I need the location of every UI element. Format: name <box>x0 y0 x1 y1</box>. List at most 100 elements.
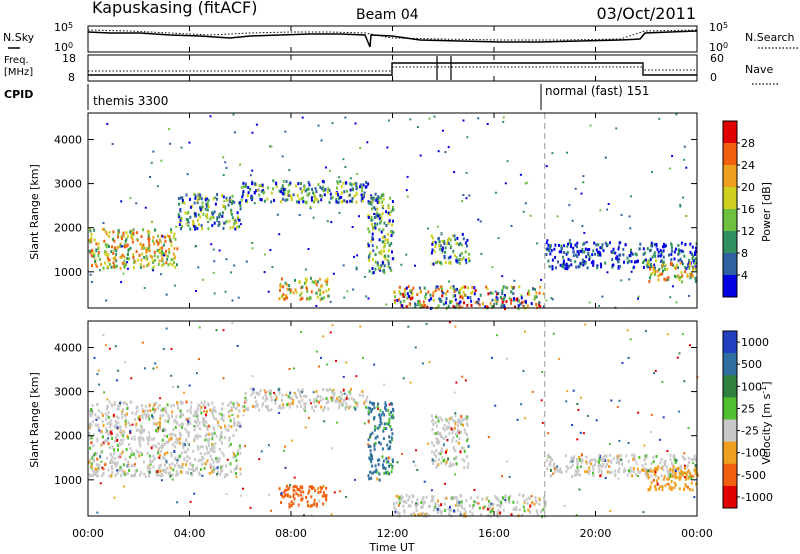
scatter-cell <box>222 453 225 457</box>
scatter-cell <box>464 510 467 514</box>
scatter-cell <box>454 422 457 426</box>
scatter-cell <box>327 187 330 191</box>
noise-cell <box>669 167 672 170</box>
scatter-cell <box>199 427 201 431</box>
scatter-cell <box>132 266 135 270</box>
noise-cell <box>658 117 661 120</box>
noise-cell <box>96 511 99 514</box>
scatter-cell <box>631 453 634 457</box>
scatter-cell <box>176 401 179 404</box>
noise-cell <box>105 299 108 302</box>
scatter-cell <box>545 458 548 462</box>
noise-cell <box>468 194 471 197</box>
scatter-cell <box>152 407 155 411</box>
noise-cell <box>201 474 204 477</box>
scatter-cell <box>538 497 541 501</box>
scatter-cell <box>320 284 323 288</box>
scatter-cell <box>164 253 167 257</box>
scatter-cell <box>685 474 688 478</box>
scatter-cell <box>538 291 541 295</box>
noise-cell <box>104 464 107 466</box>
scatter-cell <box>123 472 126 476</box>
scatter-cell <box>432 291 435 294</box>
scatter-cell <box>313 194 316 198</box>
scatter-cell <box>361 196 364 200</box>
noise-cell <box>415 449 418 452</box>
scatter-cell <box>91 474 94 478</box>
scatter-cell <box>601 243 604 247</box>
scatter-cell <box>139 440 142 444</box>
scatter-cell <box>664 463 666 467</box>
scatter-cell <box>163 434 166 438</box>
noise-cell <box>251 247 254 250</box>
scatter-cell <box>383 264 386 268</box>
scatter-cell <box>157 473 160 477</box>
scatter-cell <box>373 206 376 210</box>
scatter-cell <box>591 253 594 257</box>
scatter-cell <box>382 437 385 441</box>
scatter-cell <box>337 193 340 197</box>
scatter-cell <box>290 198 293 202</box>
noise-cell <box>120 200 123 203</box>
scatter-cell <box>385 404 388 408</box>
scatter-cell <box>193 224 196 228</box>
scatter-cell <box>156 470 159 474</box>
scatter-cell <box>393 301 396 305</box>
noise-cell <box>504 182 507 185</box>
scatter-cell <box>113 451 116 455</box>
scatter-cell <box>137 428 140 432</box>
scatter-cell <box>95 417 98 421</box>
scatter-cell <box>303 408 305 412</box>
scatter-cell <box>305 287 308 291</box>
scatter-cell <box>381 200 384 204</box>
scatter-cell <box>680 469 683 473</box>
freq-label-line1: Freq. <box>4 55 29 66</box>
scatter-cell <box>467 437 470 441</box>
scatter-cell <box>167 471 170 475</box>
scatter-cell <box>684 471 687 475</box>
scatter-cell <box>152 422 155 425</box>
scatter-cell <box>194 413 197 417</box>
scatter-cell <box>261 183 264 187</box>
scatter-cell <box>671 472 674 476</box>
scatter-cell <box>667 276 670 280</box>
noise-cell <box>239 494 242 497</box>
scatter-cell <box>391 432 394 436</box>
scatter-cell <box>381 212 384 216</box>
scatter-cell <box>229 199 232 202</box>
scatter-cell <box>104 230 107 234</box>
scatter-cell <box>244 391 247 395</box>
scatter-cell <box>471 512 474 516</box>
scatter-cell <box>667 470 670 474</box>
scatter-cell <box>455 462 458 466</box>
scatter-cell <box>562 265 564 269</box>
colorbar-segment <box>723 253 737 276</box>
scatter-cell <box>586 266 589 270</box>
scatter-cell <box>433 432 436 436</box>
scatter-cell <box>178 202 181 206</box>
scatter-cell <box>295 485 298 489</box>
scatter-cell <box>346 394 349 398</box>
scatter-cell <box>142 265 145 268</box>
noise-cell <box>365 295 368 298</box>
noise-cell <box>231 413 234 416</box>
noise-cell <box>353 478 356 481</box>
scatter-cell <box>452 419 455 423</box>
noise-cell <box>198 358 200 361</box>
scatter-cell <box>655 488 658 492</box>
noise-cell <box>260 450 263 453</box>
noise-cell <box>251 375 254 378</box>
noise-cell <box>230 271 233 274</box>
noise-cell <box>107 437 109 440</box>
scatter-cell <box>329 192 332 196</box>
scatter-cell <box>299 392 302 396</box>
noise-cell <box>404 293 407 296</box>
scatter-cell <box>279 284 282 288</box>
scatter-cell <box>229 401 232 405</box>
scatter-cell <box>576 472 579 476</box>
noise-cell <box>606 271 609 274</box>
scatter-cell <box>452 436 455 440</box>
scatter-cell <box>598 453 601 457</box>
scatter-cell <box>367 214 370 218</box>
scatter-cell <box>133 261 136 265</box>
